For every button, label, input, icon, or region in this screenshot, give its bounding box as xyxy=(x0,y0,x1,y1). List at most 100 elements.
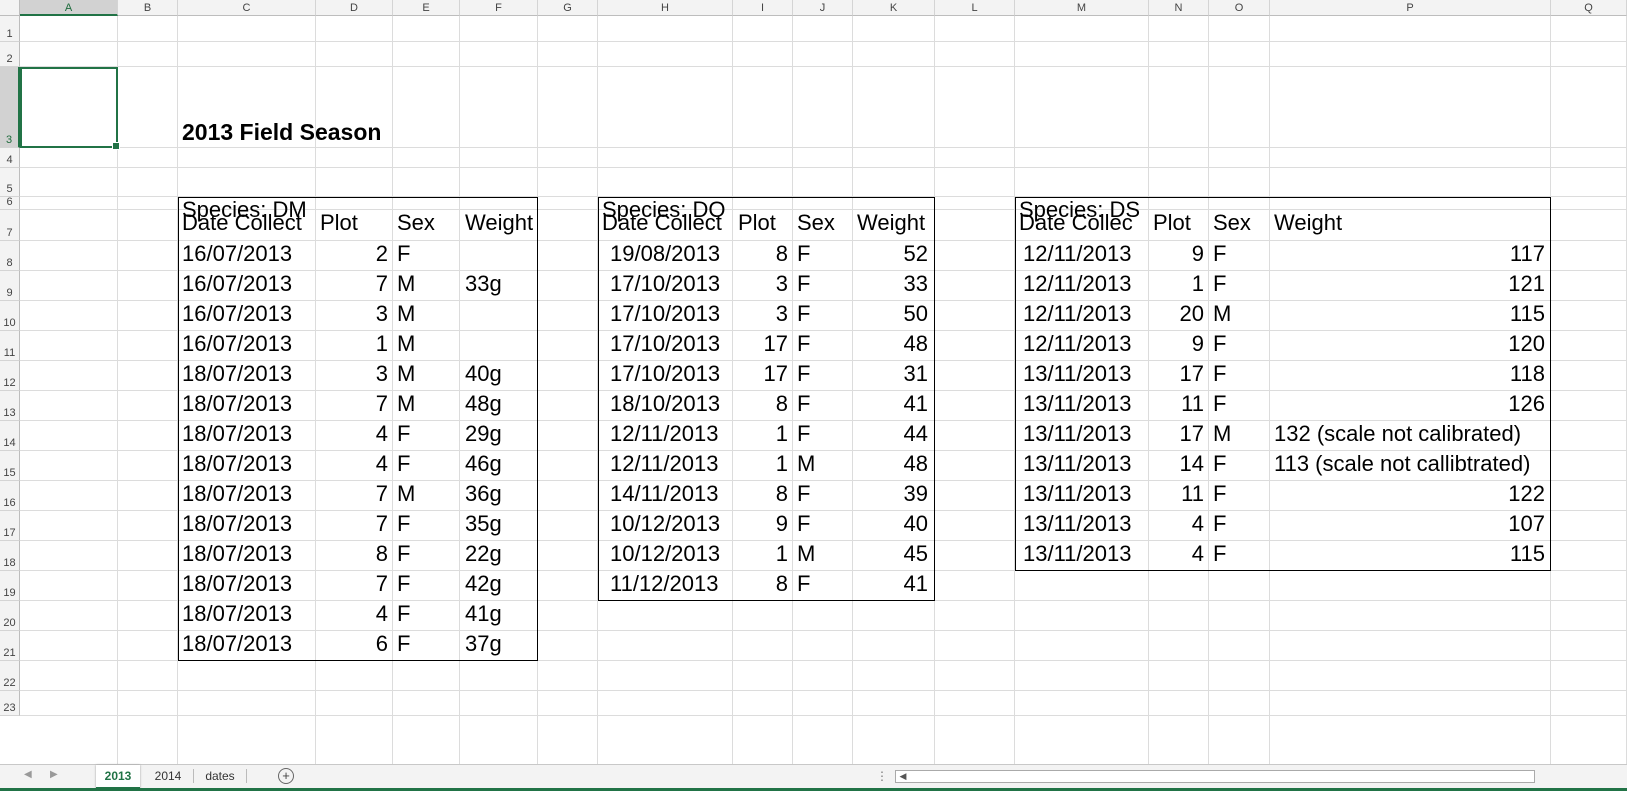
date-cell[interactable]: 18/10/2013 xyxy=(610,391,721,416)
plot-cell[interactable]: 4 xyxy=(375,601,388,626)
sex-cell[interactable]: F xyxy=(397,421,411,446)
plot-cell[interactable]: 2 xyxy=(375,241,388,266)
date-cell[interactable]: 16/07/2013 xyxy=(182,271,293,296)
species-label[interactable]: Species: DS xyxy=(1019,197,1141,222)
date-cell[interactable]: 18/07/2013 xyxy=(182,601,293,626)
column-header-f[interactable]: F xyxy=(460,0,538,16)
weight-cell[interactable]: 52 xyxy=(903,241,928,266)
date-cell[interactable]: 13/11/2013 xyxy=(1023,361,1132,386)
row-header-2[interactable]: 2 xyxy=(0,42,20,67)
date-cell[interactable]: 13/11/2013 xyxy=(1023,541,1132,566)
column-heading[interactable]: Sex xyxy=(397,210,435,235)
plot-cell[interactable]: 4 xyxy=(1191,511,1204,536)
date-cell[interactable]: 17/10/2013 xyxy=(610,331,721,356)
weight-cell[interactable]: 121 xyxy=(1508,271,1545,296)
plot-cell[interactable]: 14 xyxy=(1179,451,1204,476)
sex-cell[interactable]: M xyxy=(397,391,416,416)
column-heading[interactable]: Sex xyxy=(797,210,835,235)
date-cell[interactable]: 18/07/2013 xyxy=(182,361,293,386)
column-heading[interactable]: Plot xyxy=(738,210,776,235)
plot-cell[interactable]: 8 xyxy=(775,391,788,416)
date-cell[interactable]: 11/12/2013 xyxy=(610,571,719,596)
row-header-10[interactable]: 10 xyxy=(0,301,20,331)
date-cell[interactable]: 13/11/2013 xyxy=(1023,391,1132,416)
weight-cell[interactable]: 113 (scale not callibtrated) xyxy=(1274,451,1531,476)
column-header-a[interactable]: A xyxy=(20,0,118,16)
date-cell[interactable]: 18/07/2013 xyxy=(182,511,293,536)
date-cell[interactable]: 18/07/2013 xyxy=(182,391,293,416)
sex-cell[interactable]: F xyxy=(797,271,811,296)
column-heading[interactable]: Weight xyxy=(857,210,926,235)
date-cell[interactable]: 10/12/2013 xyxy=(610,541,721,566)
column-heading[interactable]: Weight xyxy=(465,210,534,235)
column-header-j[interactable]: J xyxy=(793,0,853,16)
row-header-16[interactable]: 16 xyxy=(0,481,20,511)
weight-cell[interactable]: 31 xyxy=(903,361,928,386)
sex-cell[interactable]: F xyxy=(797,241,811,266)
row-header-23[interactable]: 23 xyxy=(0,691,20,716)
tab-2013[interactable]: 2013 xyxy=(96,765,140,789)
column-header-m[interactable]: M xyxy=(1015,0,1149,16)
column-header-e[interactable]: E xyxy=(393,0,460,16)
plot-cell[interactable]: 9 xyxy=(1191,241,1204,266)
sex-cell[interactable]: F xyxy=(1213,511,1227,536)
plot-cell[interactable]: 9 xyxy=(1191,331,1204,356)
sex-cell[interactable]: F xyxy=(397,631,411,656)
column-header-o[interactable]: O xyxy=(1209,0,1270,16)
tab-dates[interactable]: dates xyxy=(205,769,235,783)
row-header-13[interactable]: 13 xyxy=(0,391,20,421)
row-header-11[interactable]: 11 xyxy=(0,331,20,361)
plot-cell[interactable]: 7 xyxy=(375,391,388,416)
date-cell[interactable]: 12/11/2013 xyxy=(1023,301,1132,326)
plot-cell[interactable]: 8 xyxy=(775,481,788,506)
weight-cell[interactable]: 22g xyxy=(465,541,502,566)
more-options-icon[interactable]: ⋮ xyxy=(876,769,888,783)
sex-cell[interactable]: F xyxy=(797,361,811,386)
plot-cell[interactable]: 4 xyxy=(1191,541,1204,566)
row-header-15[interactable]: 15 xyxy=(0,451,20,481)
plot-cell[interactable]: 1 xyxy=(775,451,788,476)
date-cell[interactable]: 13/11/2013 xyxy=(1023,481,1132,506)
weight-cell[interactable]: 48 xyxy=(903,331,928,356)
plot-cell[interactable]: 1 xyxy=(775,421,788,446)
weight-cell[interactable]: 107 xyxy=(1508,511,1545,536)
column-header-q[interactable]: Q xyxy=(1551,0,1627,16)
sex-cell[interactable]: M xyxy=(397,331,416,356)
sex-cell[interactable]: F xyxy=(797,421,811,446)
date-cell[interactable]: 17/10/2013 xyxy=(610,361,721,386)
plot-cell[interactable]: 17 xyxy=(1179,421,1204,446)
sex-cell[interactable]: F xyxy=(1213,541,1227,566)
row-header-5[interactable]: 5 xyxy=(0,168,20,197)
row-header-12[interactable]: 12 xyxy=(0,361,20,391)
row-header-21[interactable]: 21 xyxy=(0,631,20,661)
sex-cell[interactable]: F xyxy=(1213,361,1227,386)
weight-cell[interactable]: 45 xyxy=(903,541,928,566)
row-header-17[interactable]: 17 xyxy=(0,511,20,541)
date-cell[interactable]: 12/11/2013 xyxy=(1023,331,1132,356)
plot-cell[interactable]: 7 xyxy=(375,511,388,536)
plot-cell[interactable]: 3 xyxy=(375,361,388,386)
column-header-g[interactable]: G xyxy=(538,0,598,16)
weight-cell[interactable]: 50 xyxy=(903,301,928,326)
column-heading[interactable]: Date Collect xyxy=(602,210,722,235)
sex-cell[interactable]: F xyxy=(397,241,411,266)
row-header-1[interactable]: 1 xyxy=(0,16,20,42)
column-header-d[interactable]: D xyxy=(316,0,393,16)
plot-cell[interactable]: 7 xyxy=(375,271,388,296)
date-cell[interactable]: 18/07/2013 xyxy=(182,541,293,566)
sex-cell[interactable]: F xyxy=(797,481,811,506)
plot-cell[interactable]: 8 xyxy=(775,241,788,266)
sex-cell[interactable]: F xyxy=(397,451,411,476)
plot-cell[interactable]: 8 xyxy=(375,541,388,566)
row-header-7[interactable]: 7 xyxy=(0,210,20,241)
select-all-corner[interactable] xyxy=(0,0,20,16)
species-label[interactable]: Species: DM xyxy=(182,197,307,222)
date-cell[interactable]: 13/11/2013 xyxy=(1023,421,1132,446)
weight-cell[interactable]: 115 xyxy=(1509,541,1545,566)
weight-cell[interactable]: 46g xyxy=(465,451,502,476)
row-header-3[interactable]: 3 xyxy=(0,67,20,148)
sex-cell[interactable]: F xyxy=(797,391,811,416)
sheet-title[interactable]: 2013 Field Season xyxy=(182,119,382,145)
add-sheet-button[interactable]: + xyxy=(278,768,294,784)
weight-cell[interactable]: 35g xyxy=(465,511,502,536)
